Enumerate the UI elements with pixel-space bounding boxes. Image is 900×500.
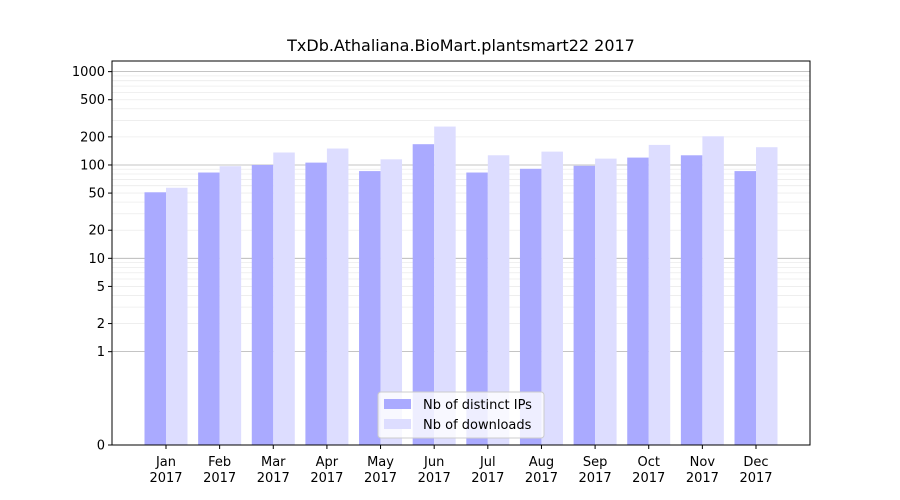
- x-tick-label-month: Nov: [690, 455, 716, 470]
- x-tick-label-year: 2017: [525, 471, 558, 486]
- bar-distinct-ips: [519, 168, 542, 446]
- x-tick-label-year: 2017: [257, 471, 290, 486]
- x-tick-label-year: 2017: [739, 471, 772, 486]
- bars: [144, 126, 778, 446]
- axes-frame: [111, 60, 811, 446]
- x-tick-label-month: Apr: [316, 455, 339, 470]
- y-tick-label: 5: [97, 280, 105, 295]
- bar-distinct-ips: [466, 172, 488, 446]
- x-tick-label-month: Jun: [423, 455, 444, 470]
- bar-distinct-ips: [734, 171, 756, 445]
- bar-distinct-ips: [627, 157, 649, 446]
- legend-label: Nb of downloads: [423, 418, 532, 433]
- bar-downloads: [434, 126, 456, 445]
- bar-distinct-ips: [198, 172, 220, 446]
- y-tick-label: 50: [88, 187, 105, 202]
- bar-downloads: [595, 158, 617, 445]
- bar-downloads: [702, 136, 724, 446]
- x-tick-label-year: 2017: [149, 471, 182, 486]
- bar-distinct-ips: [305, 162, 327, 445]
- x-tick-label-month: May: [367, 455, 394, 470]
- legend: Nb of distinct IPs Nb of downloads: [377, 391, 545, 439]
- bar-downloads: [380, 159, 403, 445]
- x-tick-label-year: 2017: [364, 471, 397, 486]
- x-tick-label-year: 2017: [632, 471, 665, 486]
- x-tick-label-month: Sep: [583, 455, 608, 470]
- x-tick-label-month: Oct: [637, 455, 659, 470]
- chart-title: TxDb.Athaliana.BioMart.plantsmart22 2017: [286, 36, 635, 55]
- legend-swatch: [384, 419, 411, 429]
- x-tick-label-year: 2017: [579, 471, 612, 486]
- y-tick-label: 0: [97, 439, 105, 454]
- y-tick-label: 200: [80, 130, 105, 145]
- bar-distinct-ips: [680, 155, 703, 446]
- legend-label: Nb of distinct IPs: [423, 398, 532, 413]
- y-tick-label: 10: [88, 252, 105, 267]
- y-tick-label: 1000: [72, 65, 105, 80]
- y-tick-label: 1: [97, 345, 105, 360]
- y-tick-label: 500: [80, 93, 105, 108]
- legend-swatch: [384, 399, 411, 409]
- x-tick-label-month: Dec: [743, 455, 768, 470]
- bar-distinct-ips: [144, 192, 166, 445]
- bar-distinct-ips: [251, 164, 274, 446]
- legend-box: [377, 391, 545, 439]
- bar-downloads: [648, 144, 671, 445]
- x-tick-label-year: 2017: [471, 471, 504, 486]
- bar-downloads: [219, 166, 242, 446]
- bar-downloads: [487, 155, 510, 446]
- x-tick-label-month: Feb: [208, 455, 231, 470]
- x-tick-label-month: Jan: [155, 455, 176, 470]
- x-tick-label-month: Aug: [529, 455, 554, 470]
- x-tick-label-year: 2017: [418, 471, 451, 486]
- x-tick-label-year: 2017: [203, 471, 236, 486]
- x-tick-label-month: Jul: [479, 455, 496, 470]
- y-tick-label: 20: [88, 224, 105, 239]
- bar-downloads: [166, 187, 188, 445]
- bar-downloads: [541, 151, 563, 445]
- y-tick-label: 2: [97, 317, 105, 332]
- bar-downloads: [756, 147, 778, 445]
- bar-distinct-ips: [573, 165, 596, 446]
- x-tick-label-year: 2017: [310, 471, 343, 486]
- bar-downloads: [326, 148, 349, 445]
- bar-downloads: [273, 152, 295, 445]
- x-tick-label-month: Mar: [261, 455, 286, 470]
- x-axis: Jan2017Feb2017Mar2017Apr2017May2017Jun20…: [149, 445, 773, 486]
- y-tick-label: 100: [80, 158, 105, 173]
- bar-distinct-ips: [412, 144, 435, 445]
- y-axis: 0 1 2 5 10 20 50 100 200 500 1000: [72, 65, 112, 454]
- bar-distinct-ips: [359, 171, 381, 445]
- x-tick-label-year: 2017: [686, 471, 719, 486]
